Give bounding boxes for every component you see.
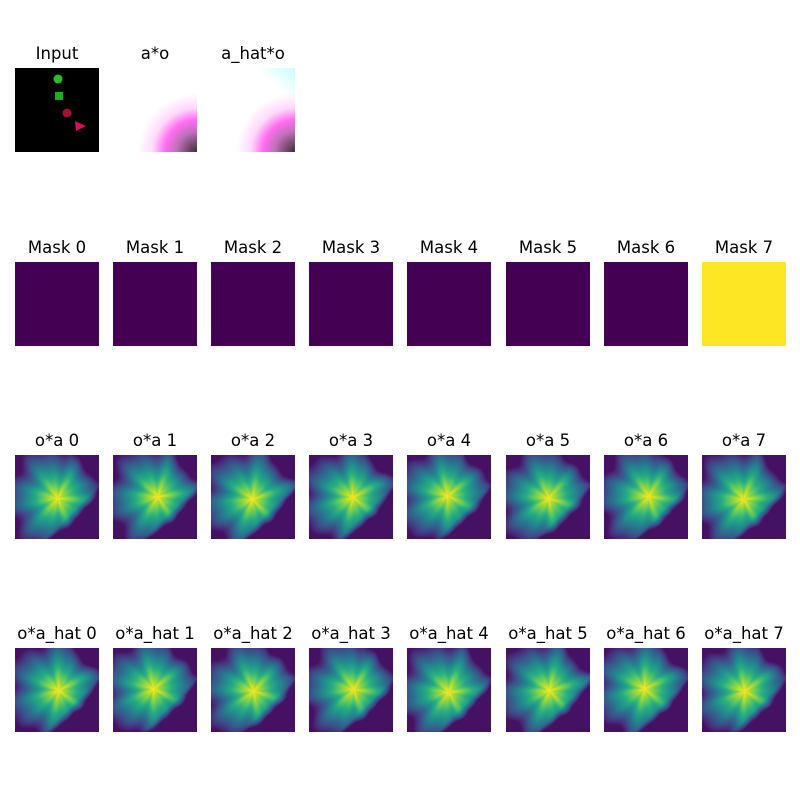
oa-row-title-0: o*a 0 xyxy=(35,431,79,450)
oahat-row-panel-3 xyxy=(309,648,393,732)
oahat-row-panel-1 xyxy=(113,648,197,732)
mask-row-title-1: Mask 1 xyxy=(126,238,184,257)
mask-row-panel-5 xyxy=(506,262,590,346)
oahat-row-title-5: o*a_hat 5 xyxy=(508,624,588,644)
oa-row-panel-7 xyxy=(702,455,786,539)
oahat-row-heatmap-1 xyxy=(113,648,197,732)
oa-row-title-4: o*a 4 xyxy=(427,431,471,450)
mask-row-panel-1 xyxy=(113,262,197,346)
mask-row-panel-0 xyxy=(15,262,99,346)
mask-row-title-6: Mask 6 xyxy=(617,238,675,257)
mask-row-panel-6 xyxy=(604,262,688,346)
mask-row-title-0: Mask 0 xyxy=(28,238,86,257)
mask-2-image xyxy=(211,262,295,346)
oa-row-title-3: o*a 3 xyxy=(329,431,373,450)
red-circle-object xyxy=(62,108,72,118)
green-circle-object xyxy=(53,74,63,84)
oa-row-heatmap-5 xyxy=(506,455,590,539)
magenta-triangle-object xyxy=(75,121,86,131)
oahat-row-title-4: o*a_hat 4 xyxy=(409,624,489,644)
oa-row-panel-0 xyxy=(15,455,99,539)
a-o-image xyxy=(113,68,197,152)
mask-row-title-2: Mask 2 xyxy=(224,238,282,257)
oahat-row-heatmap-2 xyxy=(211,648,295,732)
mask-0-image xyxy=(15,262,99,346)
mask-row-title-5: Mask 5 xyxy=(519,238,577,257)
oa-row-heatmap-4 xyxy=(407,455,491,539)
input-row-panel-2 xyxy=(211,68,295,152)
oahat-row-title-1: o*a_hat 1 xyxy=(115,624,195,644)
oahat-row-title-2: o*a_hat 2 xyxy=(213,624,293,644)
input-row-title-0: Input xyxy=(36,44,79,63)
oa-row-heatmap-1 xyxy=(113,455,197,539)
oa-row-heatmap-7 xyxy=(702,455,786,539)
oa-row-heatmap-2 xyxy=(211,455,295,539)
oahat-row-panel-7 xyxy=(702,648,786,732)
mask-row-title-4: Mask 4 xyxy=(420,238,478,257)
oahat-row-title-0: o*a_hat 0 xyxy=(17,624,97,644)
mask-1-image xyxy=(113,262,197,346)
oahat-row-panel-4 xyxy=(407,648,491,732)
mask-4-image xyxy=(407,262,491,346)
oa-row-title-6: o*a 6 xyxy=(624,431,668,450)
oahat-row-panel-2 xyxy=(211,648,295,732)
oahat-row-heatmap-6 xyxy=(604,648,688,732)
oahat-row-panel-5 xyxy=(506,648,590,732)
mask-row-panel-7 xyxy=(702,262,786,346)
mask-row-panel-2 xyxy=(211,262,295,346)
oahat-row-panel-0 xyxy=(15,648,99,732)
oa-row-heatmap-3 xyxy=(309,455,393,539)
oahat-row-title-7: o*a_hat 7 xyxy=(704,624,784,644)
oa-row-panel-3 xyxy=(309,455,393,539)
oa-row-title-5: o*a 5 xyxy=(526,431,570,450)
input-row-title-1: a*o xyxy=(141,44,169,63)
input-row-title-2: a_hat*o xyxy=(221,44,285,64)
oahat-row-title-3: o*a_hat 3 xyxy=(311,624,391,644)
mask-5-image xyxy=(506,262,590,346)
oa-row-title-2: o*a 2 xyxy=(231,431,275,450)
input-row-panel-0 xyxy=(15,68,99,152)
oa-row-title-7: o*a 7 xyxy=(722,431,766,450)
oa-row-heatmap-0 xyxy=(15,455,99,539)
green-square-object xyxy=(55,92,63,100)
mask-6-image xyxy=(604,262,688,346)
mask-3-image xyxy=(309,262,393,346)
oa-row-panel-1 xyxy=(113,455,197,539)
oahat-row-title-6: o*a_hat 6 xyxy=(606,624,686,644)
oa-row-title-1: o*a 1 xyxy=(133,431,177,450)
oa-row-panel-4 xyxy=(407,455,491,539)
oahat-row-heatmap-3 xyxy=(309,648,393,732)
oa-row-panel-5 xyxy=(506,455,590,539)
mask-row-panel-4 xyxy=(407,262,491,346)
oahat-row-heatmap-4 xyxy=(407,648,491,732)
panel-grid: Input a*o a_hat*o Mask 0 Mask 1 Mask 2 Mask 3 M… xyxy=(15,44,786,732)
oahat-row-panel-6 xyxy=(604,648,688,732)
oa-row-panel-2 xyxy=(211,455,295,539)
mask-row-title-3: Mask 3 xyxy=(322,238,380,257)
oahat-row-heatmap-0 xyxy=(15,648,99,732)
oa-row-panel-6 xyxy=(604,455,688,539)
oahat-row-heatmap-7 xyxy=(702,648,786,732)
mask-row-panel-3 xyxy=(309,262,393,346)
mask-7-image xyxy=(702,262,786,346)
a-hat-o-cyan-tint xyxy=(211,68,295,98)
mask-row-title-7: Mask 7 xyxy=(715,238,773,257)
input-row-panel-1 xyxy=(113,68,197,152)
oa-row-heatmap-6 xyxy=(604,455,688,539)
oahat-row-heatmap-5 xyxy=(506,648,590,732)
